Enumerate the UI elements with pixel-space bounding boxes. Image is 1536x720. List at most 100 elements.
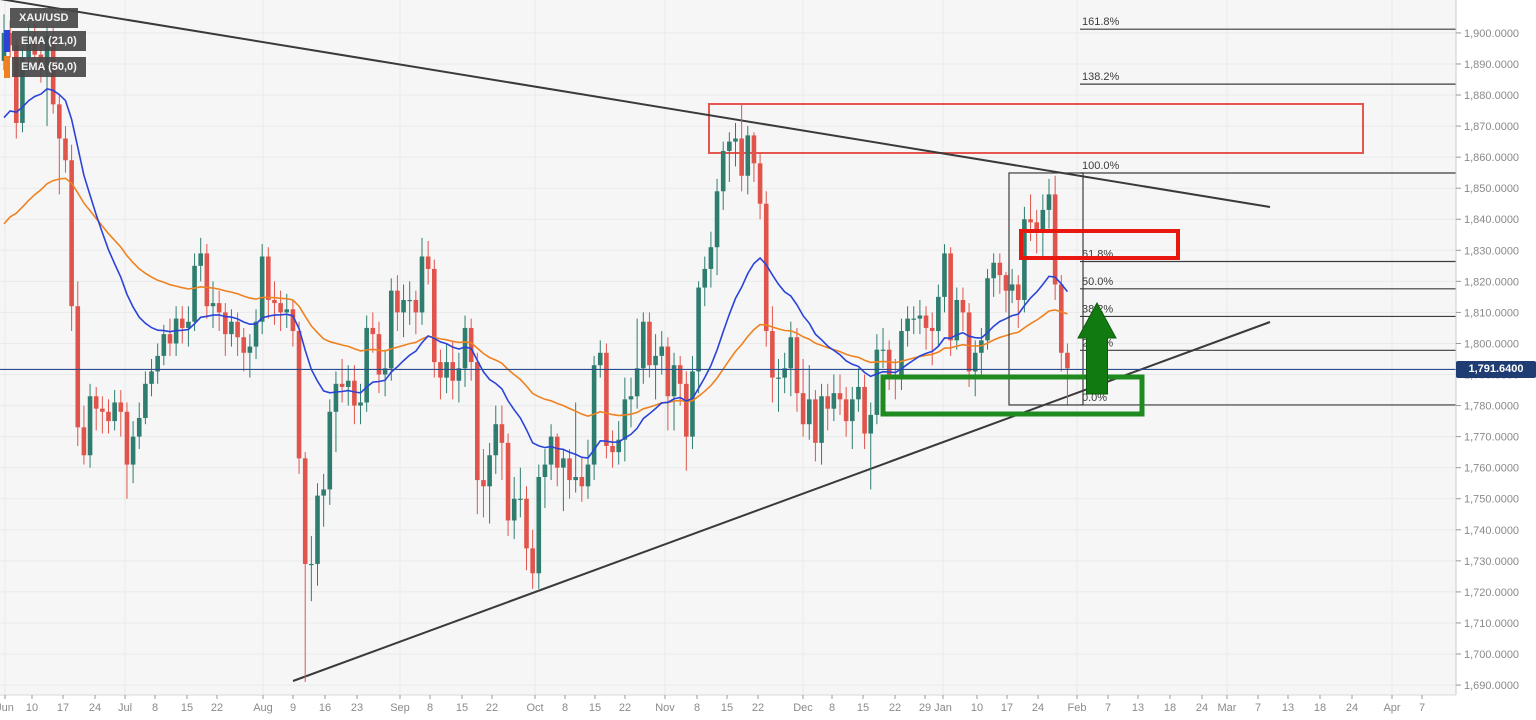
time-axis-label: 15 xyxy=(857,702,869,714)
candle-body xyxy=(1003,275,1009,291)
candle-body xyxy=(333,383,339,412)
candle-body xyxy=(345,380,351,387)
price-axis-label: 1,730.0000 xyxy=(1464,556,1519,568)
candle-body xyxy=(290,309,296,332)
candle-body xyxy=(917,315,923,319)
candle-body xyxy=(622,399,628,440)
time-axis-label: 24 xyxy=(1032,702,1044,714)
candle-body xyxy=(13,45,19,123)
candle-body xyxy=(585,464,591,487)
candle-body xyxy=(751,135,757,164)
candle-body xyxy=(1065,352,1070,369)
candle-body xyxy=(696,287,701,372)
time-axis-label: 15 xyxy=(181,702,193,714)
candle-body xyxy=(1009,284,1015,291)
price-axis-label: 1,810.0000 xyxy=(1464,307,1519,319)
candle-body xyxy=(401,299,406,313)
time-axis-label: 22 xyxy=(211,702,223,714)
candle-body xyxy=(720,150,726,192)
candle-body xyxy=(665,346,671,397)
candle-body xyxy=(106,411,111,422)
candle-body xyxy=(714,191,720,248)
price-axis-label: 1,690.0000 xyxy=(1464,680,1519,692)
candle-body xyxy=(302,458,308,564)
bullish-arrow-annotation xyxy=(1077,301,1117,395)
candle-body xyxy=(468,327,474,363)
candle-body xyxy=(653,355,658,366)
ema50-legend[interactable]: EMA (50,0) xyxy=(12,57,86,77)
candle-body xyxy=(284,309,290,313)
candle-body xyxy=(573,476,578,481)
price-axis-label: 1,840.0000 xyxy=(1464,214,1519,226)
candle-body xyxy=(880,349,886,351)
time-axis-label: Feb xyxy=(1068,702,1087,714)
time-axis-label: 7 xyxy=(1255,702,1261,714)
symbol-badge[interactable]: XAU/USD xyxy=(10,8,78,28)
ema21-legend[interactable]: EMA (21,0) xyxy=(12,31,86,51)
time-axis-label: 22 xyxy=(486,702,498,714)
candle-body xyxy=(561,458,566,468)
candle-body xyxy=(659,346,665,356)
candle-body xyxy=(450,362,456,381)
candle-body xyxy=(143,383,148,418)
time-axis-label: 15 xyxy=(456,702,468,714)
candle-body xyxy=(788,337,794,369)
candle-body xyxy=(493,424,499,456)
time-axis-label: 10 xyxy=(26,702,38,714)
candle-body xyxy=(358,402,363,406)
candle-body xyxy=(708,247,714,269)
candle-body xyxy=(548,436,554,465)
candle-body xyxy=(235,321,240,338)
candle-body xyxy=(554,436,560,468)
candle-body xyxy=(278,303,283,313)
candle-body xyxy=(456,368,462,381)
candle-body xyxy=(315,495,320,564)
fib-level-label: 138.2% xyxy=(1082,71,1120,83)
time-axis-label: 7 xyxy=(1419,702,1425,714)
candle-body xyxy=(44,36,50,71)
candle-body xyxy=(204,253,210,307)
candle-body xyxy=(948,253,953,341)
candle-body xyxy=(364,327,369,403)
candle-body xyxy=(942,253,947,297)
candle-body xyxy=(272,299,277,304)
candle-body xyxy=(905,318,910,332)
time-axis-label: 15 xyxy=(589,702,601,714)
time-axis-label: Aug xyxy=(253,702,273,714)
fib-level-label: 0.0% xyxy=(1082,392,1107,404)
candle-body xyxy=(499,424,505,443)
candle-body xyxy=(936,296,941,332)
candle-body xyxy=(524,498,529,549)
candle-body xyxy=(929,327,935,332)
candle-body xyxy=(634,368,640,397)
candle-body xyxy=(610,445,615,453)
candle-body xyxy=(81,427,87,456)
time-axis-label: 18 xyxy=(1164,702,1176,714)
candle-body xyxy=(210,303,216,307)
fib-level-label: 50.0% xyxy=(1082,276,1113,288)
candle-body xyxy=(296,331,302,459)
price-axis-label: 1,850.0000 xyxy=(1464,183,1519,195)
time-axis-label: 22 xyxy=(889,702,901,714)
fib-level-label: 161.8% xyxy=(1082,16,1120,28)
candle-body xyxy=(253,321,259,347)
candle-body xyxy=(604,352,609,446)
candle-body xyxy=(972,352,978,372)
time-axis-label: 8 xyxy=(829,702,835,714)
candle-body xyxy=(782,368,787,378)
candle-body xyxy=(536,476,542,574)
candle-body xyxy=(800,393,806,425)
time-axis-label: 17 xyxy=(1001,702,1013,714)
candle-body xyxy=(739,138,744,176)
price-axis-label: 1,900.0000 xyxy=(1464,28,1519,40)
candle-body xyxy=(677,365,683,384)
candle-body xyxy=(216,303,222,313)
candle-body xyxy=(413,299,419,313)
candle-body xyxy=(849,399,855,422)
time-axis-label: Jul xyxy=(118,702,132,714)
candle-body xyxy=(911,318,917,320)
candle-body xyxy=(616,439,621,453)
candle-body xyxy=(339,383,345,387)
time-axis-label: Mar xyxy=(1218,702,1237,714)
